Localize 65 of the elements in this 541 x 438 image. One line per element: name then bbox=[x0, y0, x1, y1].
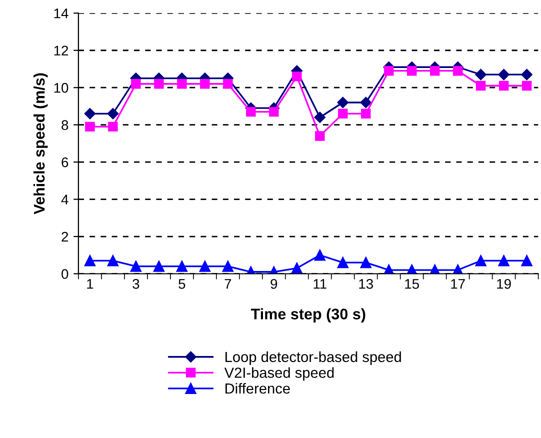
x-tick-label: 15 bbox=[405, 279, 419, 289]
point bbox=[314, 112, 326, 123]
point bbox=[384, 66, 394, 76]
x-tick-label: 13 bbox=[359, 278, 373, 289]
point bbox=[246, 106, 256, 117]
point bbox=[84, 255, 96, 266]
legend-label: Loop detector-based speed bbox=[226, 351, 401, 365]
point bbox=[338, 108, 348, 119]
point bbox=[130, 260, 142, 272]
y-tick-label: 6 bbox=[62, 157, 68, 168]
point bbox=[521, 255, 532, 266]
point bbox=[291, 262, 302, 274]
point bbox=[223, 79, 233, 89]
point bbox=[522, 80, 532, 91]
point bbox=[108, 122, 118, 132]
point bbox=[107, 255, 118, 266]
y-tick-label: 2 bbox=[62, 232, 68, 242]
point bbox=[176, 260, 188, 272]
point bbox=[200, 79, 210, 89]
point bbox=[521, 68, 532, 80]
point bbox=[360, 257, 372, 268]
point bbox=[337, 96, 348, 108]
y-tick-label: 14 bbox=[54, 8, 68, 18]
point bbox=[85, 122, 95, 132]
point bbox=[337, 257, 348, 268]
point bbox=[269, 106, 279, 117]
x-tick-label: 7 bbox=[224, 279, 232, 289]
point bbox=[452, 66, 463, 76]
point bbox=[315, 131, 325, 141]
x-tick-label: 1 bbox=[87, 279, 94, 289]
y-tick-label: 8 bbox=[62, 120, 68, 130]
x-tick-label: 19 bbox=[497, 278, 511, 289]
point bbox=[314, 250, 326, 261]
y-tick-label: 0 bbox=[62, 269, 68, 279]
point bbox=[360, 96, 372, 108]
point bbox=[199, 260, 210, 272]
y-tick-label: 4 bbox=[61, 194, 68, 204]
point bbox=[498, 68, 510, 80]
x-axis-title: Time step (30 s) bbox=[250, 308, 366, 322]
point bbox=[154, 79, 164, 89]
point bbox=[430, 66, 440, 76]
point bbox=[498, 80, 509, 91]
legend-label: Difference bbox=[226, 382, 290, 394]
point bbox=[292, 72, 302, 82]
x-tick-label: 11 bbox=[314, 279, 326, 289]
x-tick-label: 17 bbox=[451, 279, 465, 289]
point bbox=[475, 255, 486, 266]
x-tick-label: 3 bbox=[132, 278, 140, 289]
x-tick-label: 9 bbox=[270, 278, 278, 289]
point bbox=[360, 108, 371, 119]
point bbox=[177, 79, 187, 89]
point bbox=[153, 260, 164, 272]
point bbox=[107, 108, 119, 120]
point bbox=[498, 255, 510, 266]
point bbox=[475, 68, 486, 80]
point bbox=[84, 108, 96, 120]
point bbox=[406, 66, 417, 76]
point bbox=[476, 80, 486, 91]
y-axis-title: Vehicle speed (m/s) bbox=[33, 73, 48, 214]
y-tick-label: 10 bbox=[54, 82, 68, 93]
x-tick-label: 5 bbox=[178, 279, 186, 289]
legend-label: V2I-based speed bbox=[224, 367, 334, 381]
point bbox=[131, 79, 141, 89]
y-tick-label: 12 bbox=[54, 46, 68, 56]
point bbox=[222, 260, 234, 272]
